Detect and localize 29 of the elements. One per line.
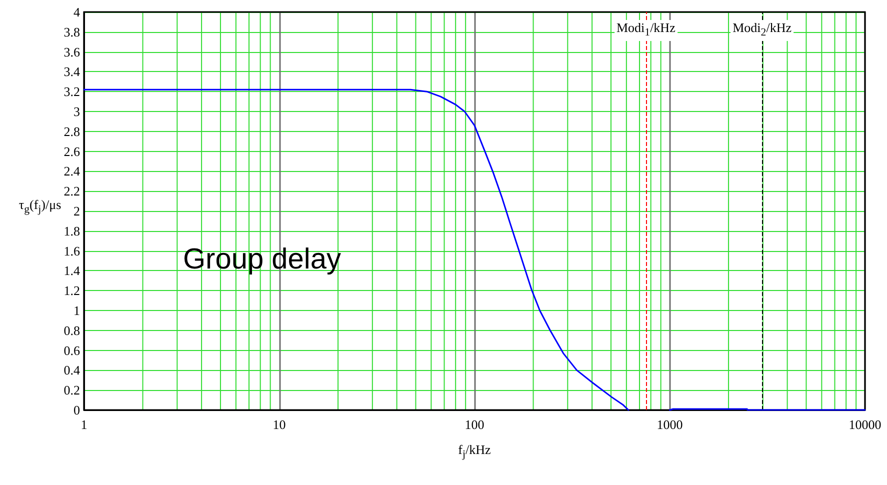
- y-tick-label: 3: [74, 104, 80, 119]
- y-tick-label: 2.2: [64, 184, 80, 199]
- y-tick-label: 3.6: [64, 44, 80, 60]
- y-axis-title: τ$_{g}$(f$_{j}$)/μs: [18, 197, 62, 218]
- y-tick-label: 3.2: [64, 84, 80, 100]
- y-tick-label: 3.8: [64, 24, 80, 40]
- x-tick-label: 10: [272, 417, 286, 432]
- y-tick-label: 2: [74, 204, 80, 218]
- y-tick-label: 1.6: [64, 243, 80, 258]
- x-tick-label: 10000: [848, 417, 882, 432]
- y-tick-label: 1.8: [64, 223, 80, 238]
- y-tick-label: 0.8: [64, 322, 80, 338]
- y-tick-label: 0.4: [64, 362, 80, 378]
- y-tick-label: 4: [74, 4, 80, 20]
- ref-line-label: Modi$_{2}$/kHz: [730, 20, 794, 41]
- y-tick-label: 1: [74, 303, 80, 318]
- y-tick-label: 1.2: [64, 283, 80, 298]
- y-tick-label: 2.8: [64, 124, 80, 139]
- x-tick-label: 1000: [656, 417, 683, 432]
- y-tick-label: 1.4: [64, 263, 80, 278]
- y-tick-label: 3.4: [64, 64, 80, 80]
- y-tick-label: 0: [74, 402, 80, 418]
- y-tick-label: 0.6: [64, 342, 80, 358]
- x-tick-label: 100: [464, 417, 484, 432]
- y-tick-label: 0.2: [64, 382, 80, 398]
- x-axis-title: f$_{j}$/kHz: [458, 442, 491, 463]
- y-tick-label: 2.4: [64, 164, 80, 179]
- ref-line-label: Modi$_{1}$/kHz: [614, 20, 678, 41]
- y-tick-label: 2.6: [64, 144, 80, 159]
